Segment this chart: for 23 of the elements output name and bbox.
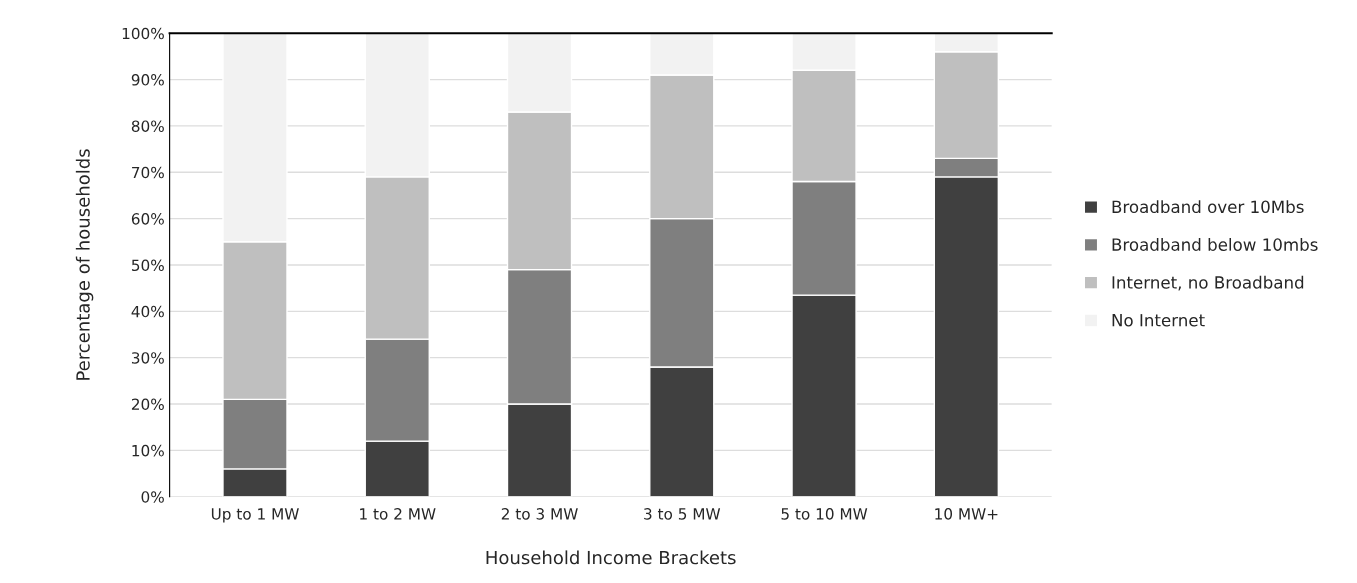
y-tick-label: 30% [131, 352, 164, 364]
y-tick-label: 50% [131, 259, 164, 271]
x-tick-label: 10 MW+ [935, 508, 998, 520]
y-tick-label: 40% [131, 305, 164, 318]
y-tick-label: 10% [132, 444, 164, 457]
legend-label: No Internet [1112, 314, 1205, 327]
x-axis-title: Household Income Brackets [486, 550, 736, 565]
x-tick-label: 5 to 10 MW [781, 508, 868, 520]
x-tick-label: 2 to 3 MW [501, 508, 578, 520]
y-tick-label: 70% [132, 166, 164, 179]
y-tick-label: 20% [131, 398, 164, 411]
x-tick-label: 1 to 2 MW [360, 508, 436, 520]
y-tick-label: 0% [141, 491, 164, 503]
legend-label: Internet, no Broadband [1112, 275, 1304, 291]
x-tick-label: 3 to 5 MW [644, 508, 721, 520]
y-tick-label: 60% [131, 213, 164, 225]
y-tick-label: 80% [131, 120, 164, 132]
y-tick-label: 90% [131, 74, 164, 86]
legend-label: Broadband over 10Mbs [1112, 200, 1304, 214]
y-axis-title: Percentage of households [75, 149, 94, 380]
legend-label: Broadband below 10mbs [1112, 238, 1318, 251]
y-tick-label: 100% [122, 27, 164, 40]
x-tick-label: Up to 1 MW [211, 508, 299, 523]
